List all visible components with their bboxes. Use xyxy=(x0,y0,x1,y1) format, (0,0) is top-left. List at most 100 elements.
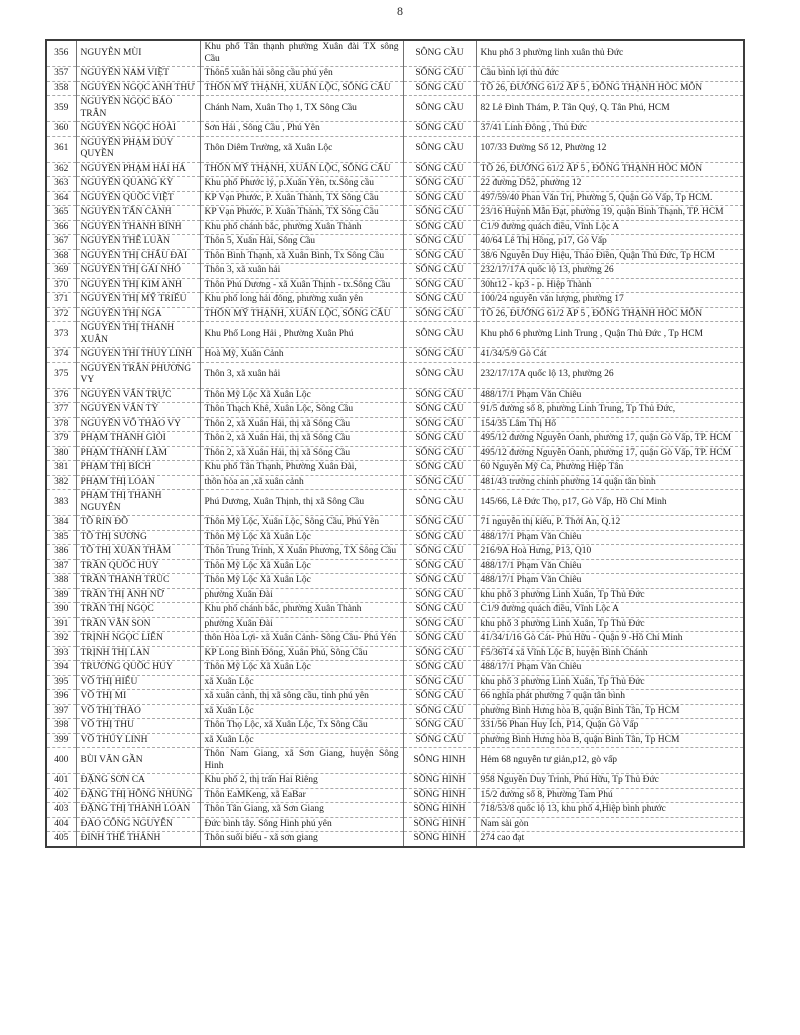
cell-district: SÔNG CẦU xyxy=(402,416,477,432)
cell-name: NGUYỄN VÕ THẢO VY xyxy=(75,416,201,432)
cell-origin-address: Khu phố 2, thị trấn Hai Riêng xyxy=(199,773,404,789)
table-row: 383 PHẠM THỊ THANH NGUYÊN Phú Dương, Xuân … xyxy=(45,489,745,516)
cell-name: TRỊNH NGỌC LIÊN xyxy=(75,631,201,647)
cell-origin-address: THÔN MỸ THẠNH, XUÂN LỘC, SÔNG CẦU xyxy=(199,161,404,177)
cell-origin-address: Thôn Mỹ Lộc, Xuân Lộc, Sông Cầu, Phú Yên xyxy=(199,515,404,531)
table-row: 394 TRƯƠNG QUỐC HUY Thôn Mỹ Lộc Xã Xuân Lộ… xyxy=(45,660,745,676)
cell-district: SÔNG CẦU xyxy=(402,39,477,67)
table-row: 362 NGUYỄN PHẠM HẢI HÀ THÔN MỸ THẠNH, XUÂN… xyxy=(45,161,745,177)
cell-destination-address: 154/35 Lâm Thị Hố xyxy=(475,416,745,432)
cell-district: SÔNG HINH xyxy=(402,747,477,774)
cell-name: NGUYEN THI THUY LINH xyxy=(75,347,201,363)
cell-destination-address: 488/17/1 Phạm Văn Chiêu xyxy=(475,558,745,574)
cell-name: NGUYỄN QUANG KỲ xyxy=(75,176,201,192)
table-row: 402 ĐẶNG THỊ HỒNG NHUNG Thôn EaMKeng, xã E… xyxy=(45,787,745,803)
cell-destination-address: 488/17/1 Phạm Văn Chiêu xyxy=(475,529,745,545)
cell-district: SÔNG CẦU xyxy=(402,135,477,163)
cell-name: NGUYỄN QUỐC VIỆT xyxy=(75,190,201,206)
cell-destination-address: F5/36T4 xã Vĩnh Lộc B, huyện Bình Chánh xyxy=(475,645,745,661)
cell-row-number: 373 xyxy=(45,321,77,348)
cell-row-number: 385 xyxy=(45,529,77,545)
cell-name: NGUYỄN NAM VIỆT xyxy=(75,66,201,82)
cell-origin-address: Thôn Diêm Trường, xã Xuân Lộc xyxy=(199,135,404,163)
cell-name: ĐINH THẾ THÀNH xyxy=(75,831,201,847)
table-row: 389 TRẦN THỊ ÁNH NỮ phường Xuân Đài SÔNG CẦ… xyxy=(45,587,745,603)
cell-destination-address: 23/16 Huỳnh Mẫn Đạt, phường 19, quận Bìn… xyxy=(475,205,745,221)
cell-origin-address: Thôn Bình Thạnh, xã Xuân Bình, Tx Sông C… xyxy=(199,248,404,264)
cell-name: NGUYỄN VĂN TÝ xyxy=(75,402,201,418)
cell-origin-address: xã Xuân Lộc xyxy=(199,703,404,719)
cell-district: SÔNG CẦU xyxy=(402,558,477,574)
cell-district: SÔNG CẦU xyxy=(402,587,477,603)
cell-row-number: 363 xyxy=(45,176,77,192)
cell-origin-address: Thôn 3, xã xuân hải xyxy=(199,361,404,389)
cell-destination-address: 107/33 Đường Số 12, Phường 12 xyxy=(475,135,745,163)
cell-row-number: 379 xyxy=(45,431,77,447)
table-row: 364 NGUYỄN QUỐC VIỆT KP Vạn Phước, P. Xuân… xyxy=(45,190,745,206)
table-row: 377 NGUYỄN VĂN TÝ Thôn Thạch Khê, Xuân Lộc… xyxy=(45,402,745,418)
cell-origin-address: Thôn Phú Dương - xã Xuân Thịnh - tx.Sông… xyxy=(199,277,404,293)
cell-origin-address: phường Xuân Đài xyxy=(199,587,404,603)
cell-name: NGUYỄN THỊ GÁI NHỎ xyxy=(75,263,201,279)
cell-district: SÔNG CẦU xyxy=(402,703,477,719)
cell-row-number: 390 xyxy=(45,602,77,618)
cell-destination-address: 91/5 đường số 8, phường Linh Trung, Tp T… xyxy=(475,402,745,418)
cell-destination-address: khu phố 3 phường Linh Xuân, Tp Thủ Đức xyxy=(475,616,745,632)
cell-district: SÔNG CẦU xyxy=(402,460,477,476)
cell-row-number: 402 xyxy=(45,787,77,803)
cell-row-number: 400 xyxy=(45,747,77,774)
cell-name: NGUYỄN PHẠM HẢI HÀ xyxy=(75,161,201,177)
cell-name: BÙI VĂN GẦN xyxy=(75,747,201,774)
table-body: 356 NGUYỄN MÙI Khu phố Tân thạnh phường Xu… xyxy=(45,39,745,847)
cell-district: SÔNG CẦU xyxy=(402,529,477,545)
table-row: 392 TRỊNH NGỌC LIÊN thôn Hòa Lợi- xã Xuân … xyxy=(45,631,745,647)
cell-district: SÔNG CẦU xyxy=(402,292,477,308)
cell-row-number: 395 xyxy=(45,674,77,690)
cell-origin-address: Phú Dương, Xuân Thịnh, thị xã Sông Cầu xyxy=(199,489,404,516)
cell-name: TRẦN VĂN SON xyxy=(75,616,201,632)
cell-destination-address: 497/59/40 Phan Văn Trị, Phường 5, Quận G… xyxy=(475,190,745,206)
cell-row-number: 369 xyxy=(45,263,77,279)
cell-origin-address: Thôn Mỹ Lộc Xã Xuân Lộc xyxy=(199,529,404,545)
cell-origin-address: Thôn Thọ Lộc, xã Xuân Lộc, Tx Sông Cầu xyxy=(199,718,404,734)
table-row: 380 PHẠM THÀNH LẮM Thôn 2, xã Xuân Hải, th… xyxy=(45,445,745,461)
table-row: 361 NGUYỄN PHẠM DUY QUYỀN Thôn Diêm Trường… xyxy=(45,135,745,163)
cell-destination-address: 331/56 Phan Huy Ích, P14, Quận Gò Vấp xyxy=(475,718,745,734)
cell-origin-address: xã Xuân Lộc xyxy=(199,732,404,748)
cell-origin-address: Thôn suối biểu - xã sơn giang xyxy=(199,831,404,847)
cell-destination-address: 40/64 Lê Thị Hồng, p17, Gò Vấp xyxy=(475,234,745,250)
cell-name: NGUYỄN THANH BÌNH xyxy=(75,219,201,235)
cell-row-number: 386 xyxy=(45,544,77,560)
cell-origin-address: Thôn 3, xã xuân hải xyxy=(199,263,404,279)
table-row: 391 TRẦN VĂN SON phường Xuân Đài SÔNG CẦU kh… xyxy=(45,616,745,632)
cell-name: NGUYỄN PHẠM DUY QUYỀN xyxy=(75,135,201,163)
cell-district: SÔNG CẦU xyxy=(402,515,477,531)
cell-district: SÔNG CẦU xyxy=(402,321,477,348)
cell-district: SÔNG CẦU xyxy=(402,674,477,690)
cell-origin-address: THÔN MỸ THẠNH, XUÂN LỘC, SÔNG CẦU xyxy=(199,306,404,322)
cell-name: TRẦN THỊ ÁNH NỮ xyxy=(75,587,201,603)
cell-district: SÔNG CẦU xyxy=(402,718,477,734)
cell-origin-address: KP Long Bình Đông, Xuân Phú, Sông Cầu xyxy=(199,645,404,661)
cell-origin-address: Thôn 5, Xuân Hải, Sông Cầu xyxy=(199,234,404,250)
cell-destination-address: Khu phố 6 phường Linh Trung , Quận Thủ Đ… xyxy=(475,321,745,348)
table-row: 405 ĐINH THẾ THÀNH Thôn suối biểu - xã sơn… xyxy=(45,831,745,847)
cell-name: NGUYỄN VĂN TRỰC xyxy=(75,387,201,403)
cell-name: ĐẶNG THỊ THANH LOAN xyxy=(75,802,201,818)
cell-district: SÔNG CẦU xyxy=(402,431,477,447)
cell-row-number: 403 xyxy=(45,802,77,818)
cell-origin-address: Khu phố Tân Thạnh, Phường Xuân Đài, xyxy=(199,460,404,476)
cell-row-number: 381 xyxy=(45,460,77,476)
cell-row-number: 358 xyxy=(45,80,77,96)
cell-destination-address: 488/17/1 Phạm Văn Chiêu xyxy=(475,387,745,403)
cell-name: TÔ THỊ XUÂN THẮM xyxy=(75,544,201,560)
cell-district: SÔNG CẦU xyxy=(402,573,477,589)
cell-row-number: 389 xyxy=(45,587,77,603)
table-row: 384 TÔ RIN ĐÔ Thôn Mỹ Lộc, Xuân Lộc, Sông … xyxy=(45,515,745,531)
cell-origin-address: Thôn5 xuân hải sông cầu phú yên xyxy=(199,66,404,82)
cell-row-number: 396 xyxy=(45,689,77,705)
cell-destination-address: 481/43 trường chinh phường 14 quận tân b… xyxy=(475,474,745,490)
cell-row-number: 371 xyxy=(45,292,77,308)
cell-district: SÔNG CẦU xyxy=(402,263,477,279)
